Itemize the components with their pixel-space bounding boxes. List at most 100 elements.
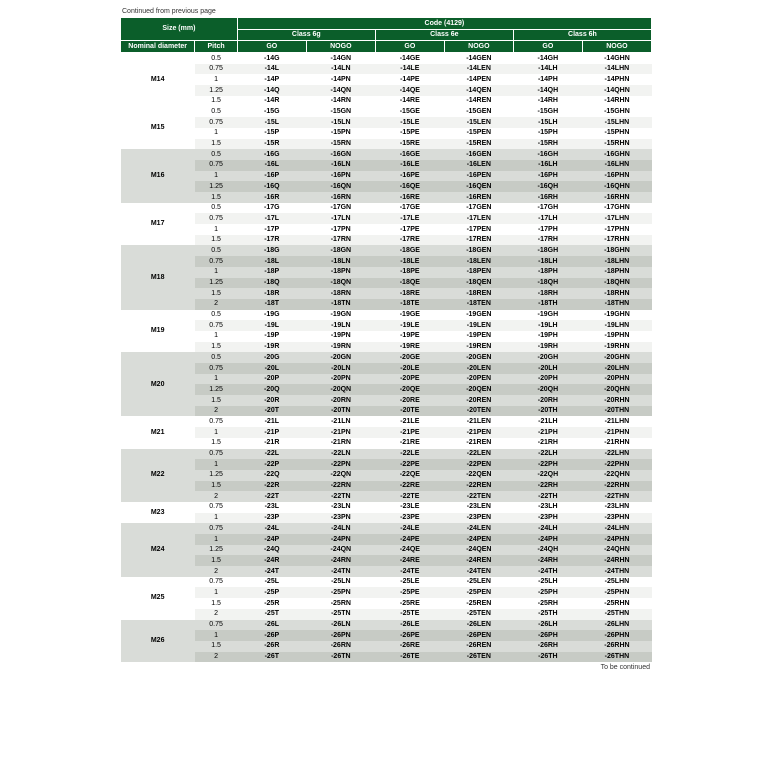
code-cell: -16G bbox=[237, 149, 306, 160]
nominal-diameter: M15 bbox=[121, 107, 195, 150]
code-cell: -24RHN bbox=[582, 555, 651, 566]
code-cell: -22LEN bbox=[444, 449, 513, 460]
code-cell: -26RE bbox=[375, 641, 444, 652]
code-cell: -20Q bbox=[237, 384, 306, 395]
code-cell: -18REN bbox=[444, 288, 513, 299]
code-cell: -17LH bbox=[513, 213, 582, 224]
code-cell: -18LE bbox=[375, 256, 444, 267]
code-cell: -21PHN bbox=[582, 427, 651, 438]
code-cell: -14RE bbox=[375, 96, 444, 107]
table-body: M140.5-14G-14GN-14GE-14GEN-14GH-14GHN0.7… bbox=[121, 53, 652, 663]
code-cell: -16Q bbox=[237, 181, 306, 192]
code-cell: -15REN bbox=[444, 139, 513, 150]
pitch-value: 1.5 bbox=[195, 395, 237, 406]
code-cell: -22PH bbox=[513, 459, 582, 470]
pitch-value: 0.5 bbox=[195, 53, 237, 64]
code-cell: -14PH bbox=[513, 74, 582, 85]
pitch-value: 1 bbox=[195, 427, 237, 438]
code-cell: -20THN bbox=[582, 406, 651, 417]
code-cell: -22QN bbox=[306, 470, 375, 481]
code-cell: -26LE bbox=[375, 620, 444, 631]
pitch-value: 0.5 bbox=[195, 310, 237, 321]
code-cell: -20PEN bbox=[444, 374, 513, 385]
code-cell: -16QH bbox=[513, 181, 582, 192]
code-cell: -15GH bbox=[513, 107, 582, 118]
code-cell: -24T bbox=[237, 566, 306, 577]
nominal-diameter: M16 bbox=[121, 149, 195, 202]
table-head: Size (mm) Code (4129) Class 6g Class 6e … bbox=[121, 18, 652, 53]
code-cell: -19PN bbox=[306, 331, 375, 342]
code-cell: -22P bbox=[237, 459, 306, 470]
pitch-value: 0.75 bbox=[195, 363, 237, 374]
code-cell: -25REN bbox=[444, 598, 513, 609]
code-cell: -16R bbox=[237, 192, 306, 203]
table-row: 0.75-14L-14LN-14LE-14LEN-14LH-14LHN bbox=[121, 64, 652, 75]
table-row: 1.5-17R-17RN-17RE-17REN-17RH-17RHN bbox=[121, 235, 652, 246]
table-row: 1.25-16Q-16QN-16QE-16QEN-16QH-16QHN bbox=[121, 181, 652, 192]
code-cell: -22LH bbox=[513, 449, 582, 460]
pitch-value: 1 bbox=[195, 331, 237, 342]
code-cell: -20REN bbox=[444, 395, 513, 406]
code-cell: -16QE bbox=[375, 181, 444, 192]
code-cell: -19RE bbox=[375, 342, 444, 353]
code-cell: -17GHN bbox=[582, 203, 651, 214]
code-cell: -14GHN bbox=[582, 53, 651, 64]
code-cell: -26R bbox=[237, 641, 306, 652]
code-cell: -14R bbox=[237, 96, 306, 107]
code-cell: -19RHN bbox=[582, 342, 651, 353]
code-cell: -26TE bbox=[375, 652, 444, 663]
code-cell: -17PHN bbox=[582, 224, 651, 235]
pitch-value: 0.5 bbox=[195, 107, 237, 118]
code-cell: -18TEN bbox=[444, 299, 513, 310]
code-cell: -15LE bbox=[375, 117, 444, 128]
hdr-nogo: NOGO bbox=[444, 41, 513, 53]
pitch-value: 0.75 bbox=[195, 577, 237, 588]
table-row: 1.5-18R-18RN-18RE-18REN-18RH-18RHN bbox=[121, 288, 652, 299]
table-row: 1.25-24Q-24QN-24QE-24QEN-24QH-24QHN bbox=[121, 545, 652, 556]
code-cell: -20PH bbox=[513, 374, 582, 385]
pitch-value: 0.5 bbox=[195, 149, 237, 160]
code-cell: -26TEN bbox=[444, 652, 513, 663]
code-cell: -24RN bbox=[306, 555, 375, 566]
code-cell: -24RH bbox=[513, 555, 582, 566]
table-row: 2-20T-20TN-20TE-20TEN-20TH-20THN bbox=[121, 406, 652, 417]
code-cell: -26T bbox=[237, 652, 306, 663]
code-cell: -18PEN bbox=[444, 267, 513, 278]
code-cell: -17LN bbox=[306, 213, 375, 224]
pitch-value: 1.25 bbox=[195, 85, 237, 96]
code-cell: -21P bbox=[237, 427, 306, 438]
code-cell: -18Q bbox=[237, 278, 306, 289]
code-cell: -20PHN bbox=[582, 374, 651, 385]
code-cell: -18LHN bbox=[582, 256, 651, 267]
table-row: M190.5-19G-19GN-19GE-19GEN-19GH-19GHN bbox=[121, 310, 652, 321]
table-row: M220.75-22L-22LN-22LE-22LEN-22LH-22LHN bbox=[121, 449, 652, 460]
hdr-size: Size (mm) bbox=[121, 18, 238, 41]
pitch-value: 1.25 bbox=[195, 470, 237, 481]
code-cell: -20PE bbox=[375, 374, 444, 385]
code-cell: -15RN bbox=[306, 139, 375, 150]
nominal-diameter: M24 bbox=[121, 523, 195, 576]
code-cell: -25LEN bbox=[444, 577, 513, 588]
code-cell: -20L bbox=[237, 363, 306, 374]
code-cell: -25RE bbox=[375, 598, 444, 609]
table-row: 1-17P-17PN-17PE-17PEN-17PH-17PHN bbox=[121, 224, 652, 235]
code-cell: -25R bbox=[237, 598, 306, 609]
code-cell: -26TH bbox=[513, 652, 582, 663]
code-cell: -20QH bbox=[513, 384, 582, 395]
code-cell: -21LE bbox=[375, 416, 444, 427]
code-cell: -19LEN bbox=[444, 320, 513, 331]
table-row: 1-21P-21PN-21PE-21PEN-21PH-21PHN bbox=[121, 427, 652, 438]
code-cell: -22QEN bbox=[444, 470, 513, 481]
code-cell: -19R bbox=[237, 342, 306, 353]
table-row: M150.5-15G-15GN-15GE-15GEN-15GH-15GHN bbox=[121, 107, 652, 118]
pitch-value: 0.75 bbox=[195, 620, 237, 631]
code-cell: -14LN bbox=[306, 64, 375, 75]
hdr-go: GO bbox=[237, 41, 306, 53]
code-cell: -20R bbox=[237, 395, 306, 406]
code-cell: -21LN bbox=[306, 416, 375, 427]
code-cell: -15PEN bbox=[444, 128, 513, 139]
code-cell: -25RH bbox=[513, 598, 582, 609]
code-cell: -24Q bbox=[237, 545, 306, 556]
code-cell: -15GHN bbox=[582, 107, 651, 118]
code-cell: -22QE bbox=[375, 470, 444, 481]
